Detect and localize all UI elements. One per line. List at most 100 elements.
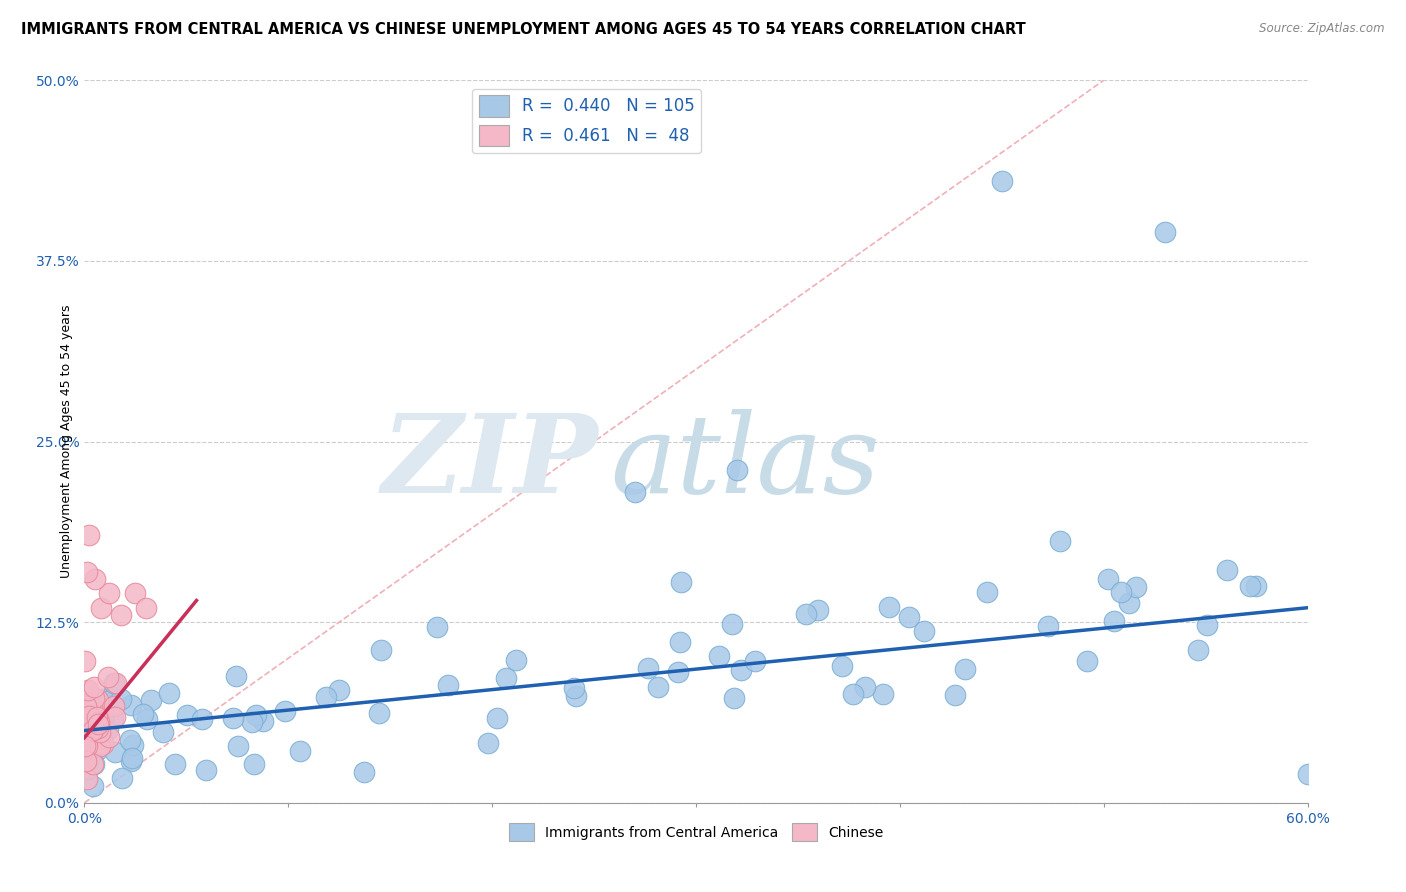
Point (75, 698, 97, 713)
Point (225, 669, 247, 683)
Point (87, 699, 110, 714)
Point (807, 603, 830, 617)
Point (132, 707, 155, 722)
Point (1038, 618, 1060, 632)
Point (157, 686, 180, 700)
Point (86, 710, 108, 724)
Point (897, 610, 920, 624)
Point (91, 737, 114, 751)
Point (83, 692, 105, 706)
Point (976, 585, 998, 599)
Point (83, 681, 105, 695)
Point (104, 745, 127, 759)
Point (165, 757, 187, 772)
Point (77, 709, 100, 723)
Point (97, 730, 120, 744)
Point (87, 693, 110, 707)
Point (562, 681, 585, 696)
Point (226, 739, 249, 753)
Point (77, 699, 100, 714)
Point (82, 723, 104, 737)
Point (191, 712, 214, 726)
Point (82, 699, 104, 714)
Point (79, 722, 101, 736)
Point (1216, 563, 1239, 577)
Point (1195, 618, 1218, 632)
Point (83, 572, 105, 586)
Point (76, 772, 98, 787)
Point (97, 670, 120, 684)
Point (943, 688, 966, 702)
Point (91, 692, 114, 706)
Point (477, 736, 499, 750)
Point (90, 600, 112, 615)
Point (486, 711, 509, 725)
Point (83, 691, 105, 706)
Point (120, 698, 142, 712)
Point (353, 764, 375, 779)
Point (912, 624, 935, 638)
Text: IMMIGRANTS FROM CENTRAL AMERICA VS CHINESE UNEMPLOYMENT AMONG AGES 45 TO 54 YEAR: IMMIGRANTS FROM CENTRAL AMERICA VS CHINE… (21, 22, 1026, 37)
Point (77, 729, 100, 743)
Text: Source: ZipAtlas.com: Source: ZipAtlas.com (1260, 22, 1385, 36)
Point (794, 607, 817, 621)
Point (87, 716, 110, 731)
Point (1239, 579, 1261, 593)
Point (141, 693, 163, 707)
Point (97, 586, 120, 600)
Point (1244, 579, 1267, 593)
Text: ZIP: ZIP (381, 409, 598, 517)
Point (89, 715, 111, 730)
Point (75, 727, 97, 741)
Point (89, 725, 111, 739)
Point (104, 709, 127, 723)
Point (84, 713, 107, 727)
Point (744, 654, 766, 668)
Point (77, 726, 100, 740)
Point (1118, 596, 1140, 610)
Point (872, 687, 894, 701)
Point (315, 690, 337, 704)
Point (367, 706, 389, 721)
Point (90, 733, 112, 747)
Point (89, 739, 111, 753)
Point (83, 757, 105, 772)
Point (723, 691, 745, 706)
Point (725, 463, 748, 477)
Point (75, 654, 97, 668)
Point (991, 174, 1014, 188)
Point (103, 698, 125, 713)
Point (222, 711, 245, 725)
Point (842, 687, 865, 701)
Point (136, 712, 159, 726)
Point (1296, 767, 1319, 781)
Y-axis label: Unemployment Among Ages 45 to 54 years: Unemployment Among Ages 45 to 54 years (60, 305, 73, 578)
Point (328, 683, 350, 698)
Legend: Immigrants from Central America, Chinese: Immigrants from Central America, Chinese (503, 817, 889, 847)
Point (82, 756, 104, 771)
Point (831, 659, 853, 673)
Point (624, 485, 647, 500)
Point (436, 678, 458, 692)
Point (110, 607, 132, 622)
Point (124, 586, 146, 600)
Point (240, 715, 263, 730)
Point (105, 676, 128, 690)
Point (709, 648, 731, 663)
Point (135, 600, 157, 615)
Point (495, 671, 517, 685)
Point (121, 739, 143, 753)
Point (1125, 580, 1147, 594)
Point (637, 660, 659, 674)
Point (242, 757, 264, 772)
Point (1076, 654, 1098, 668)
Point (79, 713, 101, 727)
Point (290, 744, 312, 758)
Point (730, 664, 752, 678)
Point (669, 574, 692, 589)
Point (76, 732, 98, 747)
Point (426, 620, 449, 634)
Point (82, 724, 104, 739)
Point (75, 739, 97, 753)
Point (1049, 533, 1071, 548)
